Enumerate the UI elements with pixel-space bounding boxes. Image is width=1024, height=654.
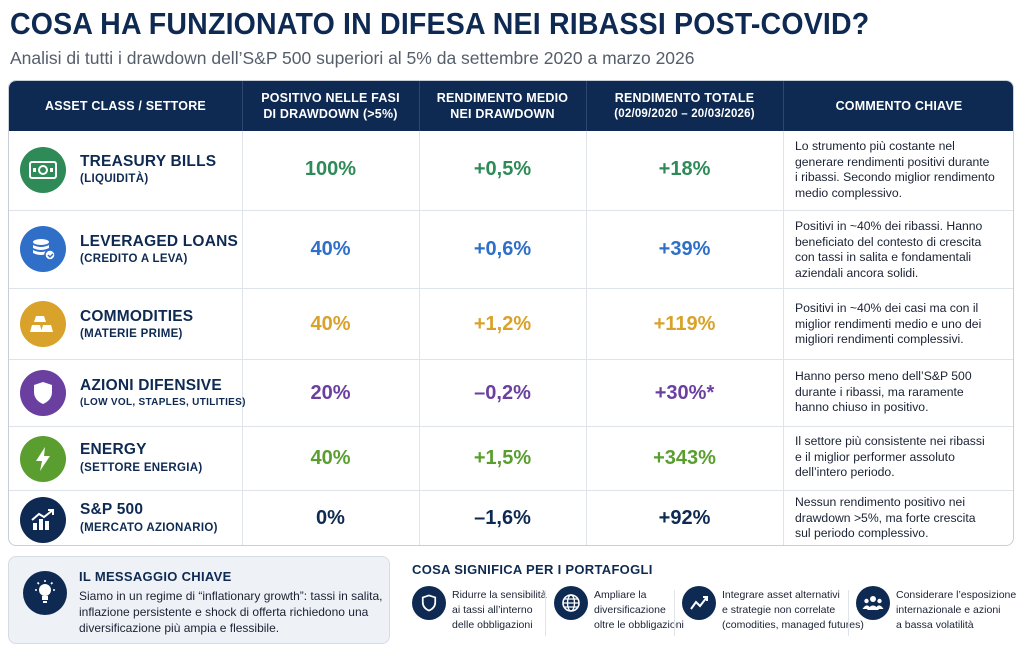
comment-text: Positivi in ~40% dei ribassi. Hanno benef… xyxy=(795,219,983,280)
table-row: S&P 500 (MERCATO AZIONARIO) 0% –1,6% +92… xyxy=(9,490,1013,545)
asset-sub: (MERCATO AZIONARIO) xyxy=(80,522,218,534)
asset-name: S&P 500 xyxy=(80,501,144,518)
shield-icon xyxy=(412,586,446,620)
key-message-text: Siamo in un regime di “inflationary grow… xyxy=(79,589,383,635)
page-title: COSA HA FUNZIONATO IN DIFESA NEI RIBASSI… xyxy=(10,6,870,41)
comment-text: Positivi in ~40% dei casi ma con il migli… xyxy=(795,301,982,346)
key-message-title: IL MESSAGGIO CHIAVE xyxy=(79,569,232,584)
positivo-value: 20% xyxy=(310,382,351,404)
trend-chart-icon xyxy=(682,586,716,620)
table-row: ENERGY (SETTORE ENERGIA) 40% +1,5% +343%… xyxy=(9,426,1013,490)
portfolio-title: COSA SIGNIFICA PER I PORTAFOGLI xyxy=(412,562,653,577)
table-row: AZIONI DIFENSIVE (LOW VOL, STAPLES, UTIL… xyxy=(9,359,1013,426)
totale-value: +343% xyxy=(653,447,716,469)
asset-name: COMMODITIES xyxy=(80,308,194,325)
comment-text: Hanno perso meno dell’S&P 500 durante i r… xyxy=(795,369,972,414)
header-medio: RENDIMENTO MEDIO NEI DRAWDOWN xyxy=(436,91,569,121)
totale-value: +92% xyxy=(658,507,711,529)
table-header: ASSET CLASS / SETTORE POSITIVO NELLE FAS… xyxy=(9,81,1013,131)
comparison-table: ASSET CLASS / SETTORE POSITIVO NELLE FAS… xyxy=(8,80,1014,546)
comment-text: Lo strumento più costante nel generare re… xyxy=(795,139,995,200)
medio-value: +0,5% xyxy=(473,158,532,180)
medio-value: +1,2% xyxy=(473,313,532,335)
positivo-value: 40% xyxy=(310,238,351,260)
positivo-value: 40% xyxy=(310,447,351,469)
comment-text: Nessun rendimento positivo nei drawdown >… xyxy=(795,495,976,540)
table-row: COMMODITIES (MATERIE PRIME) 40% +1,2% +1… xyxy=(9,288,1013,359)
cash-icon xyxy=(20,147,66,193)
portfolio-item: Considerare l’esposizione internazionale … xyxy=(856,584,1016,642)
comment-text: Il settore più consistente nei ribassi e … xyxy=(795,434,985,479)
asset-name: ENERGY xyxy=(80,441,147,458)
positivo-value: 40% xyxy=(310,313,351,335)
totale-value: +39% xyxy=(658,238,711,260)
asset-name: LEVERAGED LOANS xyxy=(80,233,239,250)
asset-sub: (CREDITO A LEVA) xyxy=(80,253,188,265)
header-totale: RENDIMENTO TOTALE (02/09/2020 – 20/03/202… xyxy=(614,91,755,120)
lightbulb-icon xyxy=(23,571,67,615)
table-row: LEVERAGED LOANS (CREDITO A LEVA) 40% +0,… xyxy=(9,210,1013,288)
portfolio-item-text: Integrare asset alternativi e strategie n… xyxy=(722,589,864,631)
portfolio-item: Ampliare la diversificazione oltre le obbl… xyxy=(554,584,684,642)
totale-value: +119% xyxy=(653,313,716,335)
totale-value: +30%* xyxy=(654,382,715,404)
gold-bars-icon xyxy=(20,301,66,347)
totale-value: +18% xyxy=(658,158,711,180)
positivo-value: 0% xyxy=(316,507,345,529)
table-row: TREASURY BILLS (LIQUIDITÀ) 100% +0,5% +1… xyxy=(9,131,1013,210)
medio-value: –0,2% xyxy=(474,382,531,404)
asset-sub: (MATERIE PRIME) xyxy=(80,328,183,340)
asset-sub: (SETTORE ENERGIA) xyxy=(80,462,203,474)
shield-icon xyxy=(20,370,66,416)
header-asset: ASSET CLASS / SETTORE xyxy=(45,99,206,113)
page-subtitle: Analisi di tutti i drawdown dell’S&P 500… xyxy=(10,48,695,68)
key-message-box: IL MESSAGGIO CHIAVE Siamo in un regime d… xyxy=(8,556,390,644)
portfolio-item: Ridurre la sensibilità ai tassi all’inter… xyxy=(412,584,547,642)
medio-value: +0,6% xyxy=(473,238,532,260)
medio-value: –1,6% xyxy=(474,507,531,529)
portfolio-item-text: Ridurre la sensibilità ai tassi all’inter… xyxy=(452,589,547,631)
medio-value: +1,5% xyxy=(473,447,532,469)
globe-icon xyxy=(554,586,588,620)
portfolio-item-text: Considerare l’esposizione internazionale … xyxy=(896,589,1017,631)
asset-name: TREASURY BILLS xyxy=(80,153,217,170)
people-icon xyxy=(856,586,890,620)
asset-name: AZIONI DIFENSIVE xyxy=(80,377,222,394)
asset-sub: (LOW VOL, STAPLES, UTILITIES) xyxy=(80,397,246,408)
positivo-value: 100% xyxy=(304,158,357,180)
growth-chart-icon xyxy=(20,497,66,543)
portfolio-item: Integrare asset alternativi e strategie n… xyxy=(682,584,864,642)
lightning-icon xyxy=(20,436,66,482)
portfolio-item-text: Ampliare la diversificazione oltre le obbl… xyxy=(594,589,684,631)
asset-sub: (LIQUIDITÀ) xyxy=(80,173,149,185)
header-commento: COMMENTO CHIAVE xyxy=(835,99,963,113)
coins-stack-icon xyxy=(20,226,66,272)
header-positivo: POSITIVO NELLE FASI DI DRAWDOWN (>5%) xyxy=(261,91,400,121)
